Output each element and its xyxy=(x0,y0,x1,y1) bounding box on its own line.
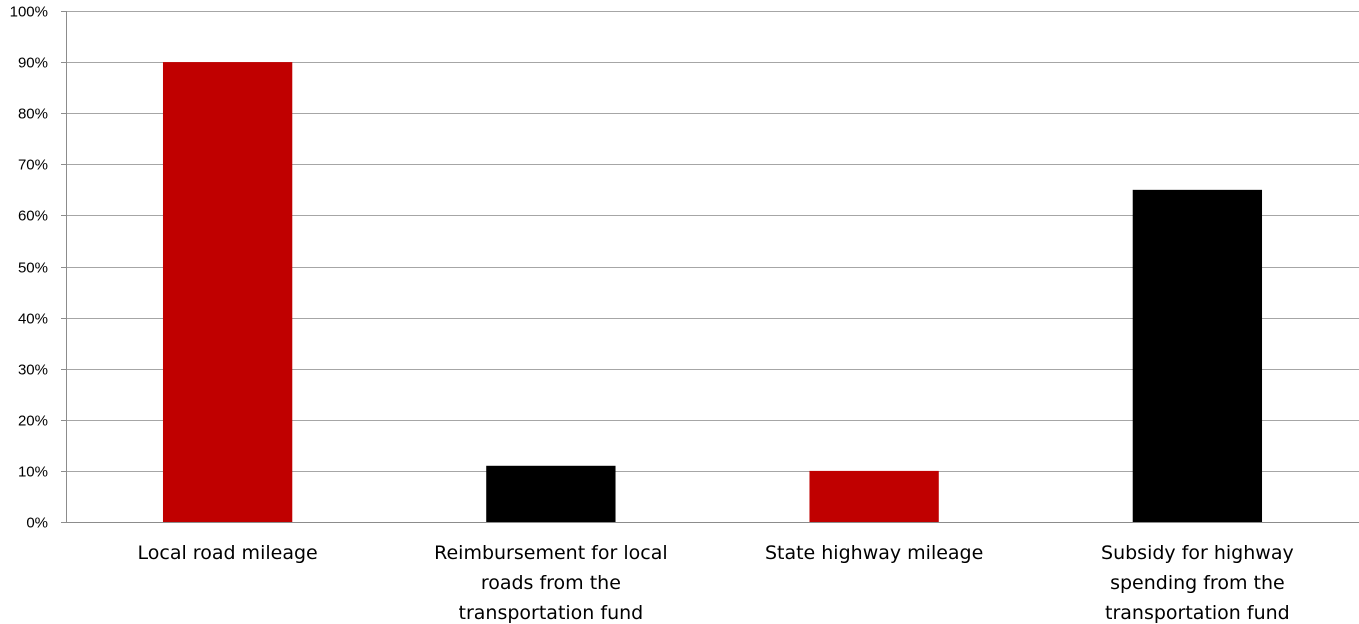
category-label-line: spending from the xyxy=(1110,572,1285,594)
y-tick-label: 0% xyxy=(26,515,48,532)
bar xyxy=(163,62,292,522)
y-tick-label: 80% xyxy=(18,106,48,123)
y-tick-label: 50% xyxy=(18,260,48,277)
y-tick-labels: 0% 10% 20% 30% 40% 50% 60% 70% 80% 90% 100% xyxy=(10,4,48,532)
category-labels: Local road mileage Reimbursement for loca… xyxy=(138,542,1294,624)
y-tick-label: 30% xyxy=(18,362,48,379)
category-label: Reimbursement for local roads from the tra… xyxy=(434,542,668,624)
category-label-line: transportation fund xyxy=(459,602,644,624)
y-tick-label: 10% xyxy=(18,464,48,481)
y-tick-label: 20% xyxy=(18,413,48,430)
bar xyxy=(486,466,615,522)
y-tick-label: 70% xyxy=(18,157,48,174)
y-tick-label: 100% xyxy=(10,4,48,21)
category-label-line: roads from the xyxy=(481,572,621,594)
bar xyxy=(1133,190,1262,522)
category-label-line: Local road mileage xyxy=(138,542,318,564)
category-label-line: Subsidy for highway xyxy=(1101,542,1294,564)
category-label-line: State highway mileage xyxy=(765,542,983,564)
category-label: Subsidy for highway spending from the tran… xyxy=(1101,542,1294,624)
category-label-line: transportation fund xyxy=(1105,602,1290,624)
y-tick-label: 90% xyxy=(18,55,48,72)
y-tick-label: 60% xyxy=(18,208,48,225)
category-label: State highway mileage xyxy=(765,542,983,564)
category-label: Local road mileage xyxy=(138,542,318,564)
bar xyxy=(809,471,938,522)
y-tick-label: 40% xyxy=(18,311,48,328)
category-label-line: Reimbursement for local xyxy=(434,542,668,564)
bars xyxy=(163,62,1262,522)
